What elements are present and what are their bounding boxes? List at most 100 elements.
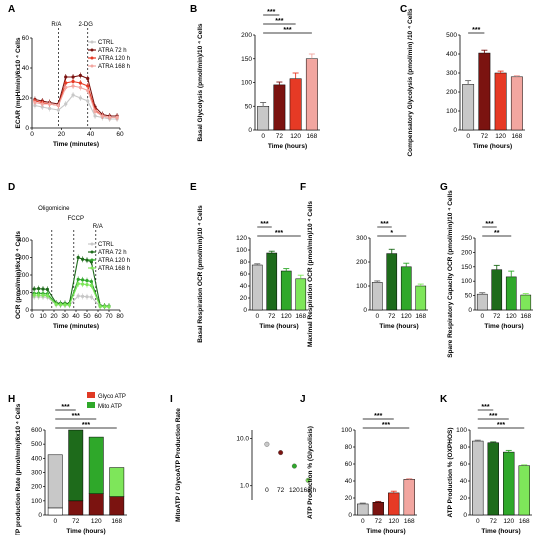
bar (520, 294, 532, 311)
bar (403, 479, 415, 516)
y-axis-label: ATP production Rate (pmol/min)/6x10 ⁴ Ce… (15, 403, 22, 535)
bar (510, 76, 523, 131)
significance-label: *** (72, 413, 80, 420)
panel-label: G (440, 182, 448, 193)
data-point (305, 477, 311, 483)
x-tick-label: 120 (503, 518, 514, 525)
y-tick-label: 60 (460, 461, 468, 468)
y-tick-label: 20 (345, 495, 353, 502)
x-tick-label: 30 (61, 313, 69, 320)
bar (273, 84, 286, 131)
x-axis-label: Time (hours) (484, 323, 523, 330)
panel-label: H (8, 394, 15, 405)
x-tick-label: 0 (361, 518, 365, 525)
y-tick-label: 200 (461, 249, 472, 256)
x-axis-label: Time (minutes) (53, 323, 99, 330)
bar (491, 269, 503, 311)
bar (357, 503, 369, 516)
y-tick-label: 80 (240, 259, 248, 266)
x-tick-label: 168 (415, 313, 426, 320)
y-tick-label: 0 (348, 512, 352, 519)
y-tick-label: 500 (31, 441, 42, 448)
x-axis-label: Time (hours) (379, 323, 418, 330)
x-tick-label: 168 h (300, 487, 317, 494)
y-tick-label: 20 (240, 295, 248, 302)
x-axis-label: Time (hours) (481, 528, 520, 535)
bar (415, 285, 427, 311)
y-tick-label: 100 (241, 80, 252, 87)
x-tick-label: 0 (375, 313, 379, 320)
legend-marker (90, 250, 94, 254)
x-axis-label: Time (hours) (66, 528, 105, 535)
stacked-bar-segment (88, 436, 104, 495)
x-tick-label: 40 (87, 131, 95, 138)
x-axis-label: Time (hours) (366, 528, 405, 535)
x-tick-label: 50 (83, 313, 91, 320)
panel-label: A (8, 4, 15, 15)
legend-swatch (87, 392, 95, 398)
y-axis-label: ATP Production % (Glycolisis) (307, 426, 314, 519)
significance-label: *** (497, 422, 505, 429)
x-tick-label: 120 (281, 313, 292, 320)
x-tick-label: 168 (511, 133, 522, 140)
legend-label: ATRA 72 h (98, 250, 127, 256)
legend-label: ATRA 72 h (98, 48, 127, 54)
x-tick-label: 168 (519, 518, 530, 525)
legend-label: CTRL (98, 242, 114, 248)
bar (494, 72, 507, 131)
y-tick-label: 100 (341, 427, 352, 434)
injection-label: R/A (51, 22, 61, 28)
legend-marker (90, 56, 94, 60)
x-tick-label: 120 (290, 133, 301, 140)
x-axis-label: Time (minutes) (53, 141, 99, 148)
y-axis-label: Basal Glycolysis (pmol/min)/10 ⁴ Cells (197, 23, 204, 141)
legend-marker (90, 242, 94, 246)
y-tick-label: 100 (236, 247, 247, 254)
x-tick-label: 72 (276, 133, 284, 140)
x-axis-label: Time (hours) (473, 143, 512, 150)
y-tick-label: 60 (345, 461, 353, 468)
significance-label: *** (374, 413, 382, 420)
significance-label: *** (283, 27, 291, 34)
bar (251, 264, 263, 311)
y-tick-label: 60 (22, 35, 30, 42)
panel-label: F (300, 182, 306, 193)
x-tick-label: 168 (306, 133, 317, 140)
x-tick-label: 72 (388, 313, 396, 320)
y-tick-label: 0 (468, 307, 472, 314)
y-axis-label: Spare Respiratory Capacity OCR (pmol/min… (447, 190, 454, 358)
bar (266, 252, 278, 311)
bar (305, 58, 318, 131)
x-tick-label: 120 (289, 487, 300, 494)
data-point (291, 463, 297, 469)
y-tick-label: 100 (356, 283, 367, 290)
y-tick-label: 200 (356, 259, 367, 266)
y-axis-label: Basal Respiration OCR (pmol/min)/10 ⁴ Ce… (197, 205, 204, 343)
significance-label: *** (267, 9, 275, 16)
bar (518, 465, 530, 516)
significance-label: *** (82, 422, 90, 429)
data-point (278, 450, 284, 456)
y-tick-label: 600 (31, 427, 42, 434)
y-tick-label: 200 (241, 32, 252, 39)
x-tick-label: 0 (466, 133, 470, 140)
y-tick-label: 0 (453, 127, 457, 134)
x-tick-label: 0 (30, 131, 34, 138)
legend-label: ATRA 120 h (98, 56, 130, 62)
significance-label: *** (485, 221, 493, 228)
y-tick-label: 50 (465, 293, 473, 300)
significance-label: *** (380, 221, 388, 228)
stacked-bar-segment (88, 493, 104, 516)
y-axis-label: Maximal Respiration OCR (pmol/min)/10 ⁴ … (307, 201, 314, 347)
y-tick-label: 20 (22, 95, 30, 102)
y-tick-label: 0 (25, 125, 29, 132)
y-tick-label: 250 (461, 235, 472, 242)
y-tick-label: 0 (363, 307, 367, 314)
bar (371, 282, 383, 311)
y-tick-label: 100 (456, 427, 467, 434)
significance-label: *** (260, 221, 268, 228)
x-tick-label: 20 (58, 131, 66, 138)
stacked-bar-segment (109, 467, 125, 497)
legend-marker (90, 40, 94, 44)
